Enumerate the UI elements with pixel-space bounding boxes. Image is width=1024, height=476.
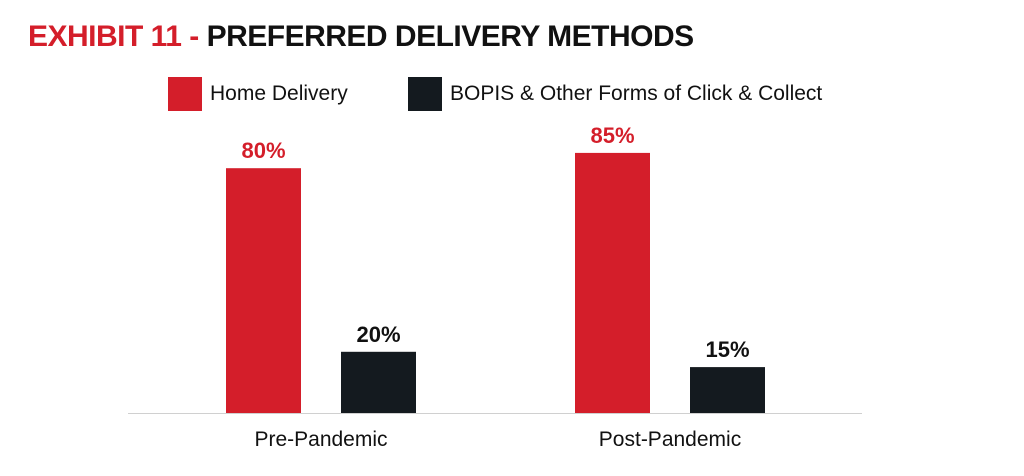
chart-title-text: PREFERRED DELIVERY METHODS — [206, 20, 695, 53]
legend-swatch-home-delivery — [168, 77, 202, 111]
bar-pre-pandemic-home-delivery — [226, 168, 301, 413]
legend-swatch-bopis — [408, 77, 442, 111]
exhibit-number: EXHIBIT 11 - — [28, 20, 199, 53]
value-label-post-pandemic-home-delivery: 85% — [590, 123, 634, 148]
bar-post-pandemic-bopis — [690, 367, 765, 413]
category-labels-group: Pre-Pandemic Post-Pandemic — [254, 428, 741, 451]
legend: Home Delivery BOPIS & Other Forms of Cli… — [0, 74, 1024, 114]
chart-title: EXHIBIT 11 - PREFERRED DELIVERY METHODS — [28, 20, 694, 54]
bar-post-pandemic-home-delivery — [575, 152, 650, 413]
category-label-pre-pandemic: Pre-Pandemic — [254, 428, 387, 451]
legend-label-bopis: BOPIS & Other Forms of Click & Collect — [450, 82, 823, 105]
bar-pre-pandemic-bopis — [341, 351, 416, 413]
value-label-pre-pandemic-bopis: 20% — [356, 322, 400, 347]
legend-item-bopis: BOPIS & Other Forms of Click & Collect — [408, 74, 822, 114]
value-labels-group: 80% 20% 85% 15% — [241, 123, 749, 362]
legend-item-home-delivery: Home Delivery — [168, 74, 348, 114]
legend-label-home-delivery: Home Delivery — [210, 82, 348, 105]
value-label-pre-pandemic-home-delivery: 80% — [241, 138, 285, 163]
category-label-post-pandemic: Post-Pandemic — [599, 428, 741, 451]
bars-group — [226, 152, 765, 413]
value-label-post-pandemic-bopis: 15% — [705, 337, 749, 362]
